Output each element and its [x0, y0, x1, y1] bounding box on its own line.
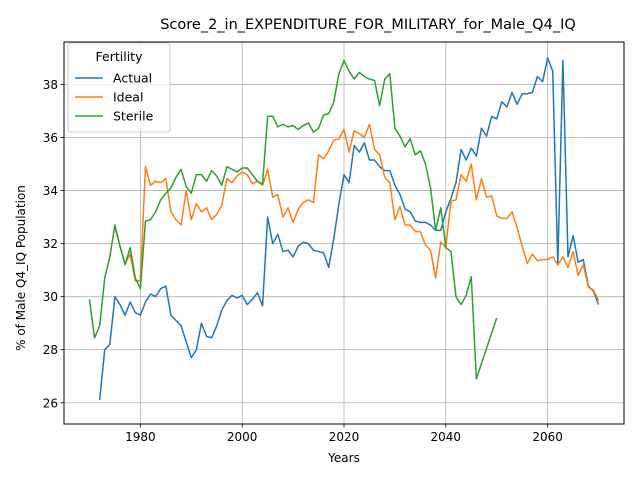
y-axis: 26 28 30 32 34 36 38: [43, 78, 64, 410]
y-tick-label: 26: [43, 396, 58, 410]
legend-label-sterile: Sterile: [113, 109, 154, 124]
y-tick-label: 38: [43, 78, 58, 92]
chart-title: Score_2_in_EXPENDITURE_FOR_MILITARY_for_…: [160, 17, 576, 33]
y-tick-label: 34: [43, 184, 58, 198]
x-tick-label: 2060: [532, 430, 563, 444]
grid-lines: [64, 42, 624, 424]
legend-label-ideal: Ideal: [113, 90, 143, 105]
x-tick-label: 2000: [227, 430, 258, 444]
legend: Fertility Actual Ideal Sterile: [67, 42, 171, 133]
x-tick-label: 1980: [125, 430, 156, 444]
y-tick-label: 36: [43, 131, 58, 145]
series-line-actual: [98, 57, 600, 401]
x-axis-label: Years: [327, 451, 360, 465]
y-tick-label: 32: [43, 237, 58, 251]
y-axis-label: % of Male Q4_IQ Population: [14, 185, 28, 351]
y-tick-label: 28: [43, 343, 58, 357]
series-line-ideal: [114, 123, 600, 301]
series-layer: [88, 57, 600, 401]
legend-box: [67, 42, 171, 133]
series-line-sterile: [88, 59, 498, 380]
legend-title: Fertility: [96, 49, 144, 64]
x-tick-label: 2020: [329, 430, 360, 444]
x-axis: 1980 2000 2020 2040 2060: [125, 424, 563, 444]
x-tick-label: 2040: [431, 430, 462, 444]
legend-label-actual: Actual: [113, 71, 152, 86]
y-tick-label: 30: [43, 290, 58, 304]
